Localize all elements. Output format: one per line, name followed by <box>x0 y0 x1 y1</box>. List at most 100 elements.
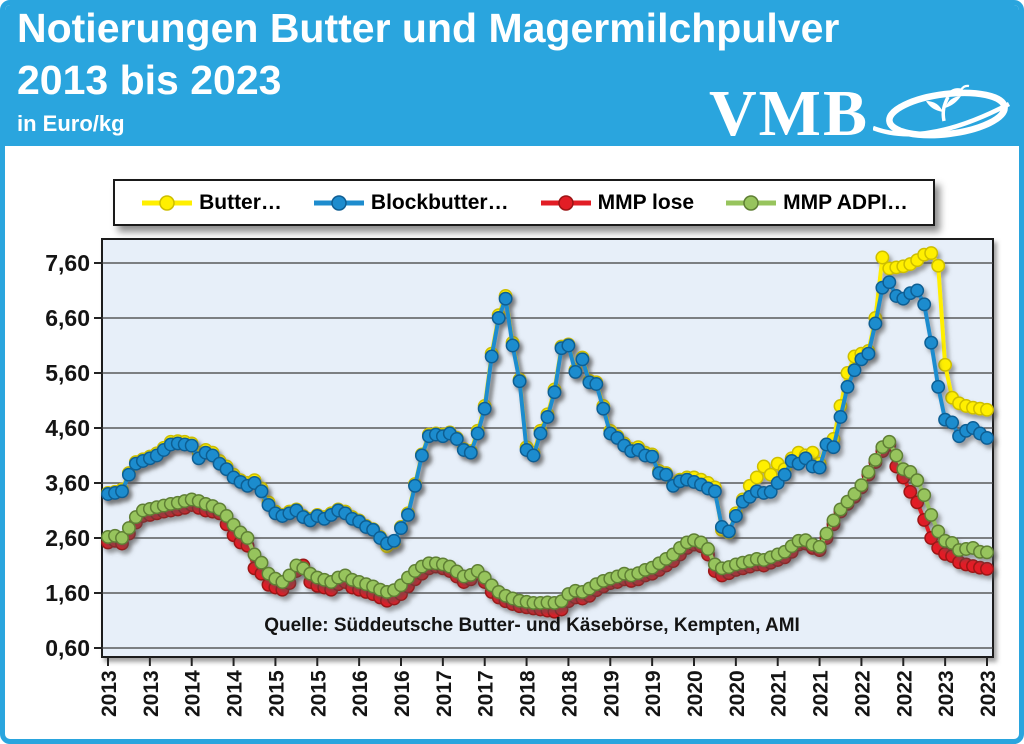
data-point <box>463 445 478 460</box>
data-point <box>282 568 297 583</box>
data-point <box>401 507 415 522</box>
x-tick-label: 2014 <box>182 670 205 717</box>
legend-label: MMP ADPI… <box>783 190 908 214</box>
data-point <box>819 526 834 541</box>
data-point <box>728 509 743 523</box>
x-tick-label: 2018 <box>558 670 581 717</box>
data-point <box>240 531 255 545</box>
data-point <box>254 555 269 570</box>
plot-area <box>101 238 994 658</box>
x-tick-label: 2019 <box>600 670 623 717</box>
y-tick-label: 0,60 <box>45 635 90 661</box>
data-point <box>526 448 541 463</box>
data-point <box>910 473 925 488</box>
legend-marker-icon <box>726 194 777 211</box>
data-point <box>931 379 946 394</box>
x-tick-label: 2023 <box>935 670 958 717</box>
data-point <box>491 311 506 325</box>
data-point <box>833 410 848 424</box>
data-point <box>408 478 422 493</box>
data-point <box>721 524 736 539</box>
x-tick-label: 2013 <box>140 670 163 717</box>
data-point <box>414 448 429 463</box>
data-point <box>561 338 576 353</box>
data-point <box>917 488 932 503</box>
data-point <box>861 346 876 361</box>
data-point <box>749 470 764 485</box>
x-tick-label: 2022 <box>893 670 916 717</box>
data-point <box>812 460 827 475</box>
data-point <box>575 352 590 367</box>
data-point <box>707 484 722 499</box>
data-point <box>121 521 136 536</box>
y-tick-label: 1,60 <box>45 580 90 606</box>
x-tick-label: 2021 <box>810 670 833 717</box>
legend-label: Butter… <box>199 190 282 214</box>
data-point <box>547 385 562 400</box>
x-tick-label: 2015 <box>307 670 330 717</box>
legend-item-3: MMP ADPI… <box>724 191 908 215</box>
unit-label: in Euro/kg <box>17 111 125 136</box>
data-point <box>931 524 946 539</box>
legend-marker-icon <box>540 194 591 211</box>
x-tick-label: 2022 <box>851 670 874 717</box>
data-point <box>980 545 994 560</box>
legend-item-2: MMP lose <box>539 191 694 215</box>
x-tick-label: 2017 <box>433 670 456 717</box>
y-tick-label: 2,60 <box>45 525 90 551</box>
data-point <box>924 246 939 261</box>
data-point <box>917 297 932 312</box>
data-point <box>659 467 674 482</box>
data-point <box>826 513 841 528</box>
data-point <box>449 432 464 446</box>
data-point <box>868 452 883 467</box>
data-point <box>184 438 199 453</box>
series-1 <box>101 275 994 551</box>
price-line-chart: 7,60 6,60 5,60 4,60 3,60 2,60 1,60 0,60 2013 2013… <box>45 238 1000 717</box>
x-tick-label: 2014 <box>224 670 247 717</box>
header-banner: Notierungen Butter und Magermilchpulver … <box>5 5 1019 147</box>
x-tick-label: 2018 <box>517 670 540 717</box>
y-tick-label: 5,60 <box>45 360 90 386</box>
legend-marker-icon <box>313 194 364 211</box>
data-point <box>812 539 827 554</box>
data-point <box>882 434 897 449</box>
data-point <box>847 363 862 378</box>
y-tick-label: 6,60 <box>45 305 90 331</box>
x-tick-label: 2015 <box>265 670 288 717</box>
x-tick-label: 2016 <box>391 670 414 717</box>
data-point <box>945 415 960 430</box>
y-tick-label: 3,60 <box>45 470 90 496</box>
vmb-logo: VMB <box>709 79 1011 147</box>
data-point <box>826 440 841 455</box>
data-point <box>394 521 408 536</box>
legend-item-0: Butter… <box>140 191 282 215</box>
legend-label: Blockbutter… <box>370 190 509 214</box>
data-point <box>889 448 904 463</box>
data-point <box>115 484 129 499</box>
data-point <box>861 465 876 479</box>
x-tick-label: 2020 <box>684 670 707 717</box>
vmb-swoosh-icon <box>873 84 1011 139</box>
source-note: Quelle: Süddeutsche Butter- und Käsebörs… <box>264 615 800 636</box>
data-point <box>533 426 548 441</box>
legend-box: Butter… Blockbutter… MMP lose MMP ADPI… <box>113 179 935 226</box>
data-point <box>505 338 520 353</box>
chart-title-line2: 2013 bis 2023 <box>17 57 282 103</box>
data-point <box>980 430 994 445</box>
y-tick-label: 4,60 <box>45 415 90 441</box>
data-point <box>938 357 953 372</box>
data-point <box>568 364 583 379</box>
data-point <box>121 467 136 482</box>
data-point <box>701 542 715 556</box>
data-point <box>470 426 485 441</box>
legend-label: MMP lose <box>597 190 695 214</box>
data-point <box>777 467 792 482</box>
y-tick-label: 7,60 <box>45 250 90 276</box>
data-point <box>854 478 869 493</box>
data-point <box>254 484 269 499</box>
x-tick-label: 2019 <box>642 670 665 717</box>
data-point <box>498 291 513 306</box>
x-tick-label: 2016 <box>349 670 372 717</box>
